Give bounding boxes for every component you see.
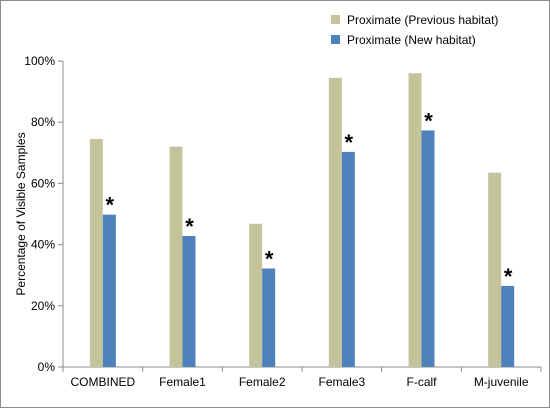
bar-previous-female1 <box>169 146 183 367</box>
y-tick-label: 20% <box>31 299 55 313</box>
bar-new-m-juvenile <box>501 285 515 367</box>
bars <box>89 73 515 368</box>
y-axis-ticks: 0% 20% 40% 60% 80% 100% <box>24 54 63 374</box>
axes <box>62 61 541 368</box>
bar-previous-m-juvenile <box>488 172 502 367</box>
legend-label: Proximate (Previous habitat) <box>347 13 498 27</box>
bar-new-combined <box>102 214 116 367</box>
bar-new-f-calf <box>421 130 435 367</box>
x-tick-label: Female1 <box>159 375 206 389</box>
bar-new-female1 <box>182 236 196 367</box>
y-tick-label: 0% <box>38 360 56 374</box>
y-tick-label: 100% <box>24 54 55 68</box>
x-tick-label: Female3 <box>318 375 365 389</box>
legend-label: Proximate (New habitat) <box>347 33 476 47</box>
bar-previous-female2 <box>249 223 263 367</box>
bar-new-female2 <box>262 268 276 367</box>
significance-markers: * * * * * * <box>106 108 513 288</box>
x-tick-label: Female2 <box>239 375 286 389</box>
x-tick-label: M-juvenile <box>474 375 529 389</box>
y-tick-label: 40% <box>31 238 55 252</box>
bar-previous-female3 <box>328 77 342 367</box>
x-tick-label: F-calf <box>407 375 438 389</box>
y-axis-title: Percentage of Visible Samples <box>14 132 28 295</box>
legend-swatch <box>331 35 340 44</box>
x-tick-label: COMBINED <box>70 375 135 389</box>
significance-asterisk: * <box>106 193 115 218</box>
bar-new-female3 <box>341 151 355 367</box>
legend: Proximate (Previous habitat) Proximate (N… <box>331 13 498 47</box>
significance-asterisk: * <box>424 108 433 133</box>
x-axis-labels: COMBINED Female1 Female2 Female3 F-calf M-juv… <box>62 367 542 389</box>
legend-swatch <box>331 15 340 24</box>
significance-asterisk: * <box>265 246 274 271</box>
significance-asterisk: * <box>345 130 354 155</box>
bar-previous-f-calf <box>408 73 422 368</box>
bar-previous-combined <box>89 139 103 367</box>
significance-asterisk: * <box>185 214 194 239</box>
y-tick-label: 80% <box>31 115 55 129</box>
y-tick-label: 60% <box>31 176 55 190</box>
significance-asterisk: * <box>504 264 513 289</box>
